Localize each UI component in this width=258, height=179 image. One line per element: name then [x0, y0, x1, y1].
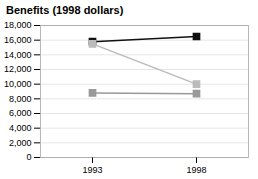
svg-text:0: 0	[26, 152, 31, 162]
svg-text:4,000: 4,000	[9, 123, 32, 133]
svg-text:18,000: 18,000	[4, 20, 32, 30]
svg-text:14,000: 14,000	[4, 50, 32, 60]
html-text:Benefits (1998 dollars): Benefits (1998 dollars)	[6, 4, 124, 16]
svg-text:1993: 1993	[82, 165, 102, 175]
svg-text:10,000: 10,000	[4, 79, 32, 89]
svg-text:6,000: 6,000	[9, 108, 32, 118]
svg-text:16,000: 16,000	[4, 35, 32, 45]
svg-text:8,000: 8,000	[9, 94, 32, 104]
svg-text:2,000: 2,000	[9, 138, 32, 148]
svg-text:1998: 1998	[186, 165, 206, 175]
svg-text:12,000: 12,000	[4, 64, 32, 74]
